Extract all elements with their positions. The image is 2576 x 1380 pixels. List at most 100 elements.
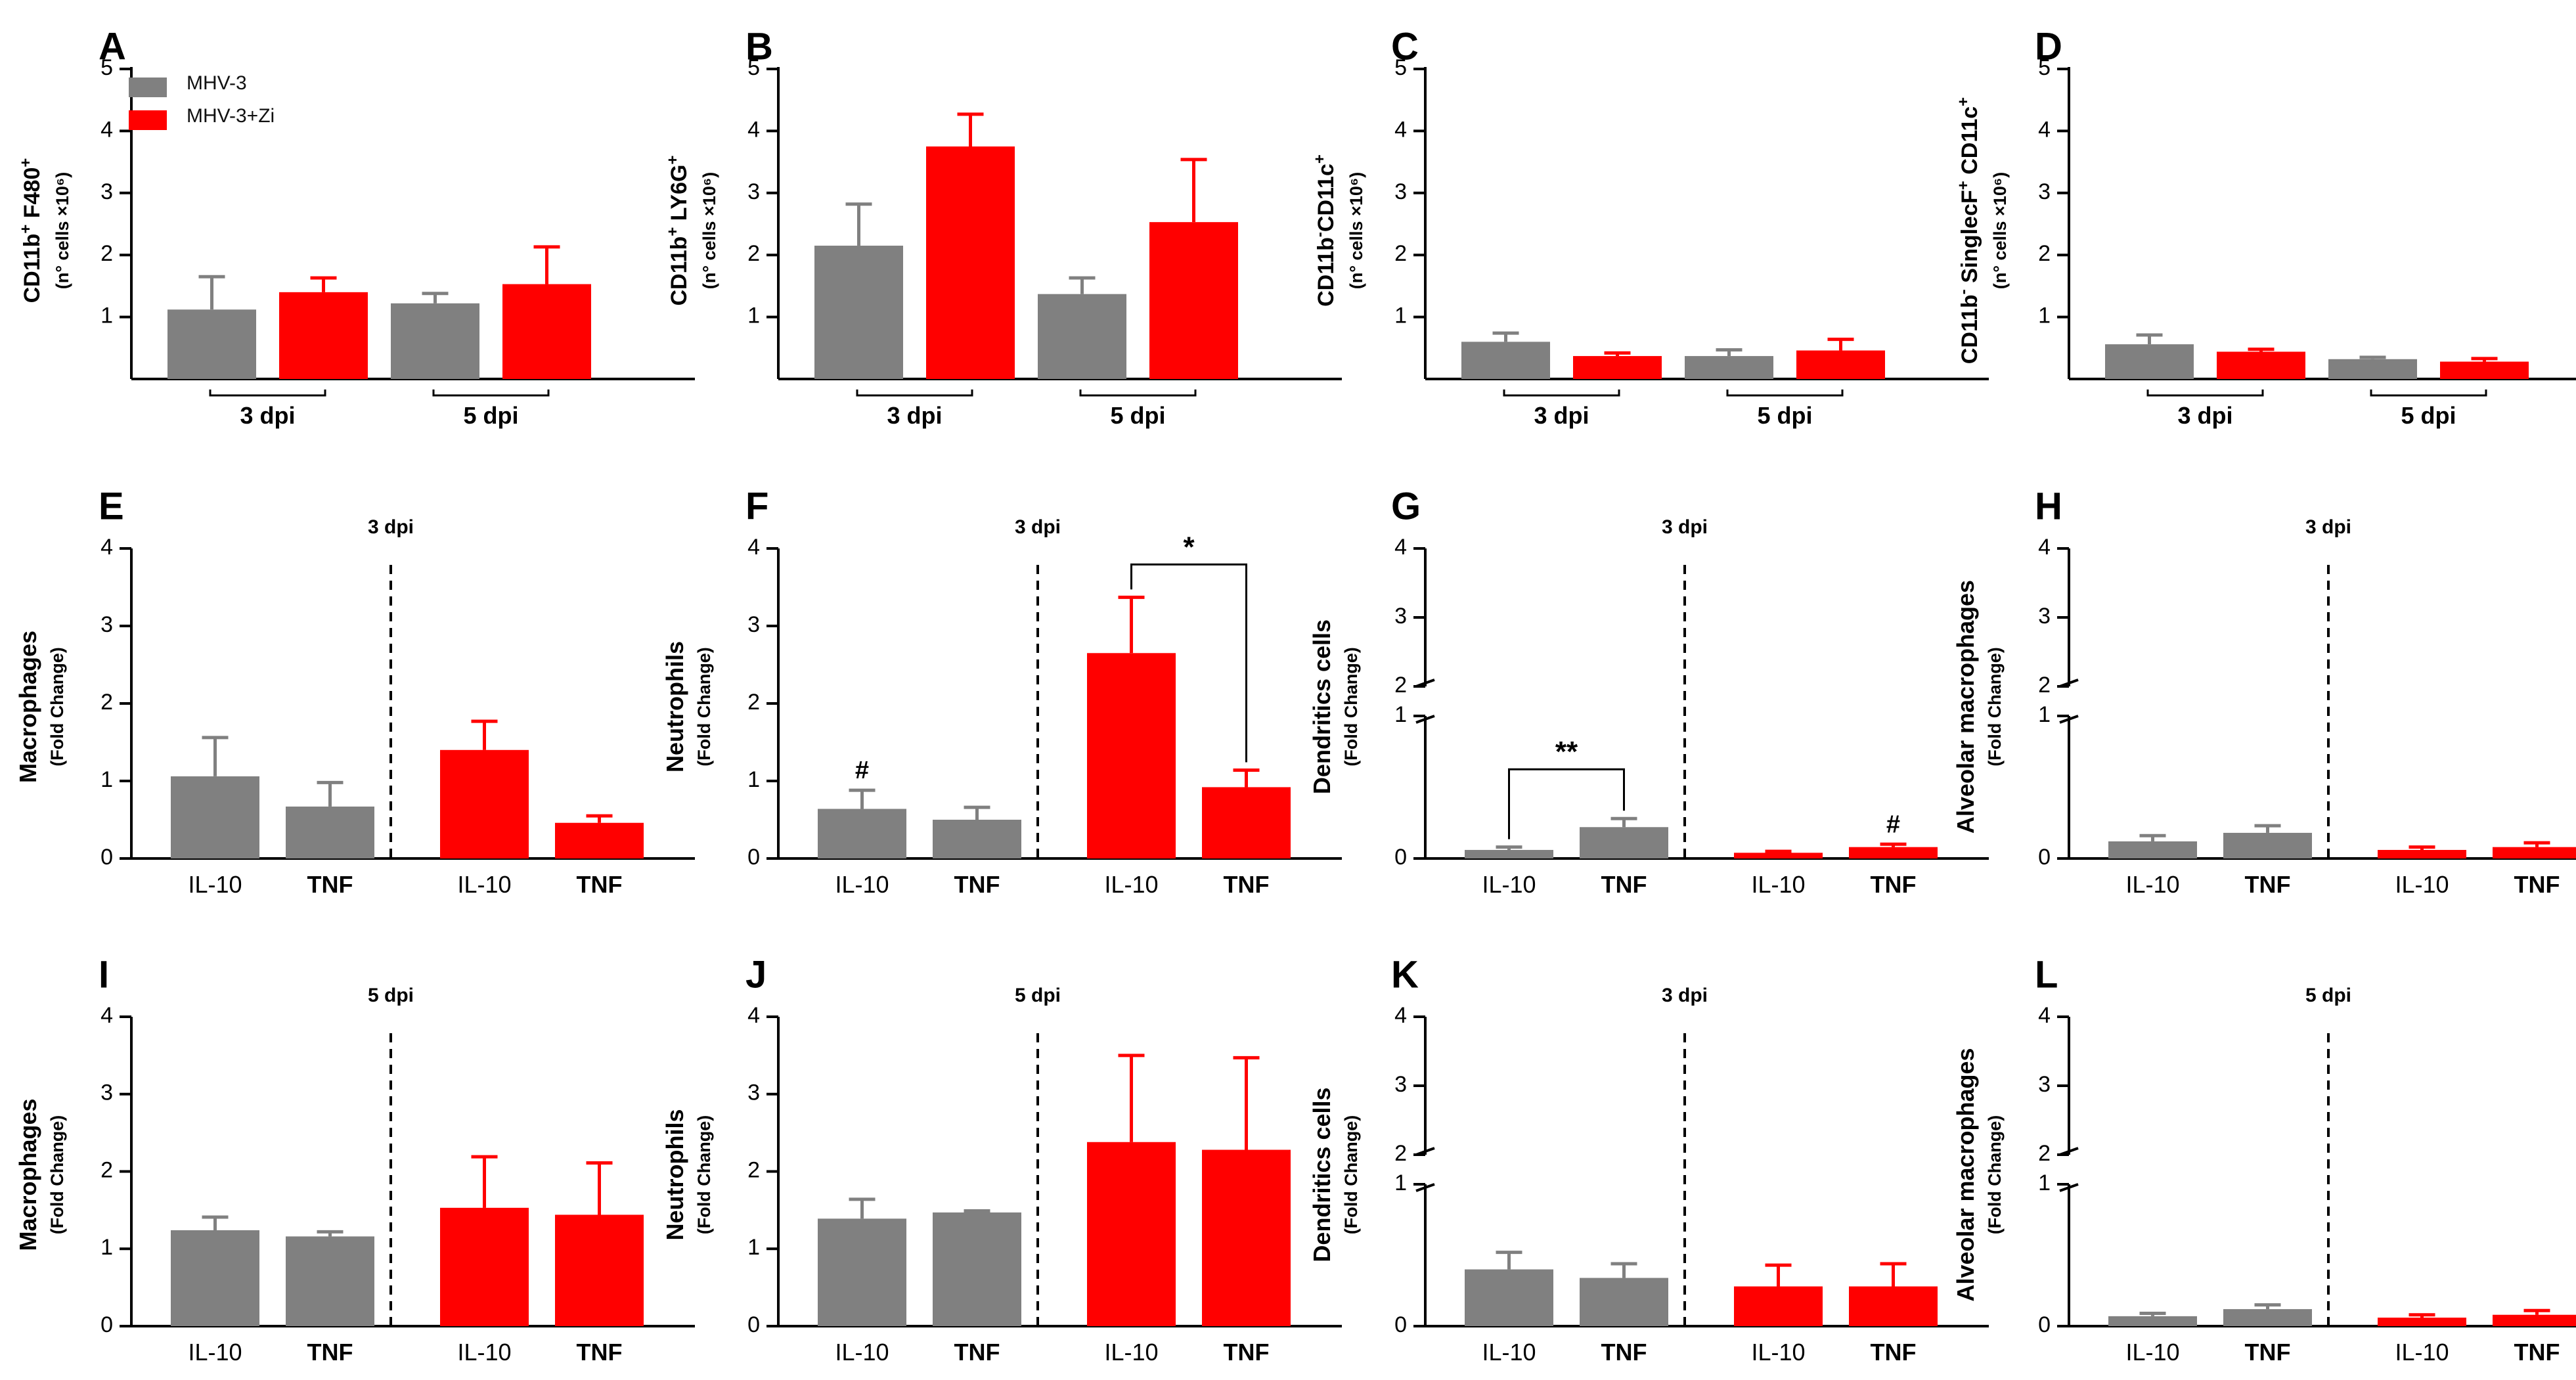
panel-letter: A — [99, 25, 126, 68]
x-tick-label: TNF — [2245, 1339, 2291, 1366]
panel-letter: G — [1391, 485, 1421, 527]
y-tick-label: 3 — [2038, 179, 2051, 204]
x-tick-label: TNF — [1224, 871, 1270, 898]
x-tick-label: TNF — [954, 871, 1000, 898]
y-axis-sublabel: (Fold Change) — [1341, 647, 1361, 766]
x-tick-label: IL-10 — [1104, 871, 1158, 898]
group-label: 3 dpi — [2177, 402, 2232, 429]
bar — [1038, 294, 1126, 379]
y-axis-label: CD11b- SinglecF+ CD11c+ — [1955, 97, 1983, 364]
y-tick-label: 0 — [747, 845, 760, 870]
y-tick-label: 3 — [747, 612, 760, 637]
bar — [279, 292, 368, 379]
y-tick-label: 4 — [747, 117, 760, 142]
panel-letter: L — [2035, 953, 2058, 996]
group-bracket — [1726, 390, 1844, 397]
y-axis-label-part: + — [17, 225, 35, 234]
bar — [2378, 849, 2466, 858]
bar — [818, 1218, 906, 1326]
dpi-label: 3 dpi — [1662, 985, 1708, 1006]
y-axis-sublabel: (Fold Change) — [47, 647, 67, 766]
x-tick-label: TNF — [2514, 1339, 2560, 1366]
bar — [1580, 827, 1668, 858]
y-tick-label: 1 — [1394, 1170, 1407, 1195]
bar — [2223, 832, 2312, 858]
bar — [2108, 1316, 2197, 1326]
bar — [1734, 853, 1823, 858]
bar — [2378, 1318, 2466, 1326]
y-tick-label: 4 — [2038, 117, 2051, 142]
y-tick-label: 2 — [747, 690, 760, 715]
y-tick-label: 1 — [2038, 702, 2051, 727]
x-tick-label: TNF — [1224, 1339, 1270, 1366]
bar — [2440, 361, 2529, 379]
y-axis-label-part: + — [1955, 181, 1972, 190]
y-tick-label: 3 — [2038, 604, 2051, 629]
bar — [1149, 222, 1238, 379]
y-tick-label: 0 — [1394, 1312, 1407, 1337]
bar — [1202, 787, 1291, 858]
y-axis-label: Macrophages — [14, 631, 41, 783]
y-axis-label: Alveolar macrophages — [1952, 1048, 1979, 1301]
bar — [1580, 1278, 1668, 1326]
y-axis-sublabel: (Fold Change) — [694, 1115, 714, 1234]
y-axis-sublabel: (Fold Change) — [1341, 1115, 1361, 1234]
significance-label: * — [1183, 531, 1195, 563]
panel-letter: J — [745, 953, 766, 996]
x-tick-label: TNF — [1871, 1339, 1917, 1366]
y-tick-label: 0 — [747, 1312, 760, 1337]
y-tick-label: 2 — [747, 1157, 760, 1182]
y-axis-label: Macrophages — [14, 1098, 41, 1251]
y-axis-label-part: CD11c — [1957, 106, 1982, 181]
y-tick-label: 4 — [1394, 1003, 1407, 1028]
group-bracket — [1503, 390, 1620, 397]
axis-break — [2059, 715, 2079, 724]
y-axis-label: CD11b+ LY6G+ — [664, 156, 692, 306]
significance-label: ** — [1555, 736, 1578, 768]
y-tick-label: 4 — [747, 1003, 760, 1028]
x-tick-label: IL-10 — [835, 871, 889, 898]
x-tick-label: TNF — [1601, 1339, 1647, 1366]
dpi-label: 5 dpi — [1015, 985, 1061, 1006]
legend-label: MHV-3+Zi — [187, 105, 275, 127]
x-tick-label: TNF — [1871, 871, 1917, 898]
y-axis-label: CD11b-CD11c+ — [1311, 154, 1339, 307]
x-tick-label: TNF — [1601, 871, 1647, 898]
bar — [1087, 1142, 1176, 1326]
bar — [926, 146, 1015, 379]
y-axis-label-part: LY6G — [667, 165, 692, 227]
dpi-label: 3 dpi — [368, 516, 414, 538]
group-label: 5 dpi — [1757, 402, 1812, 429]
y-axis-label-part: CD11c — [1314, 164, 1339, 232]
x-tick-label: IL-10 — [2395, 1339, 2449, 1366]
x-tick-label: IL-10 — [1751, 871, 1805, 898]
y-axis-label-part: - — [1955, 289, 1972, 294]
group-label: 5 dpi — [2401, 402, 2456, 429]
panel-letter: D — [2035, 25, 2062, 68]
y-tick-label: 1 — [2038, 303, 2051, 328]
legend-swatch-gray — [129, 78, 167, 97]
y-tick-label: 4 — [100, 535, 113, 560]
y-axis-label-part: + — [1311, 154, 1329, 164]
y-axis-sublabel: (Fold Change) — [694, 647, 714, 766]
y-axis-sublabel: (Fold Change) — [1985, 1115, 2005, 1234]
y-axis-label-part: + — [664, 156, 682, 165]
bar — [171, 776, 259, 858]
x-tick-label: IL-10 — [188, 871, 242, 898]
bar — [2223, 1309, 2312, 1326]
y-tick-label: 1 — [2038, 1170, 2051, 1195]
dpi-label: 3 dpi — [1662, 516, 1708, 538]
y-tick-label: 2 — [2038, 241, 2051, 266]
bar — [171, 1230, 259, 1326]
y-axis-sublabel: (n° cells ×10⁶) — [1346, 172, 1366, 290]
y-tick-label: 0 — [100, 1312, 113, 1337]
x-tick-label: IL-10 — [188, 1339, 242, 1366]
bar — [814, 246, 903, 379]
bar — [1734, 1286, 1823, 1326]
bar — [167, 309, 256, 379]
dpi-label: 5 dpi — [2305, 985, 2351, 1006]
y-tick-label: 1 — [100, 767, 113, 792]
panel-letter: H — [2035, 485, 2062, 527]
y-tick-label: 2 — [2038, 1141, 2051, 1166]
